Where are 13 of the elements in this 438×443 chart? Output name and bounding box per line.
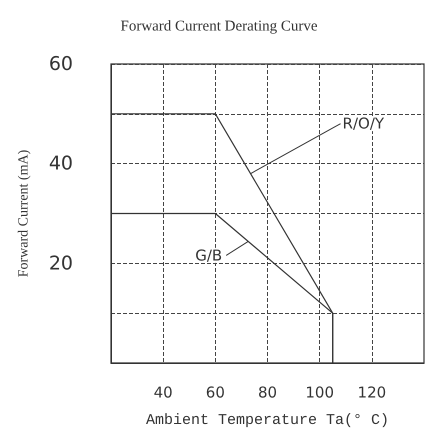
y-tick-label: 60 <box>48 53 73 75</box>
y-tick-label: 20 <box>48 252 73 274</box>
chart-title: Forward Current Derating Curve <box>120 18 318 34</box>
x-tick-label: 60 <box>206 384 225 402</box>
text: R/O/Y <box>342 114 385 133</box>
y-tick-label: 40 <box>48 152 73 175</box>
x-tick-label: 40 <box>154 384 173 402</box>
x-tick-label: 80 <box>258 384 278 402</box>
x-tick-label: 120 <box>358 384 386 402</box>
x-axis-title: Ambient Temperature Ta(° C) <box>146 412 390 429</box>
x-tick-label: 100 <box>305 384 334 402</box>
legend-label: G/B <box>195 246 222 264</box>
y-axis-title: Forward Current (mA) <box>16 149 32 278</box>
